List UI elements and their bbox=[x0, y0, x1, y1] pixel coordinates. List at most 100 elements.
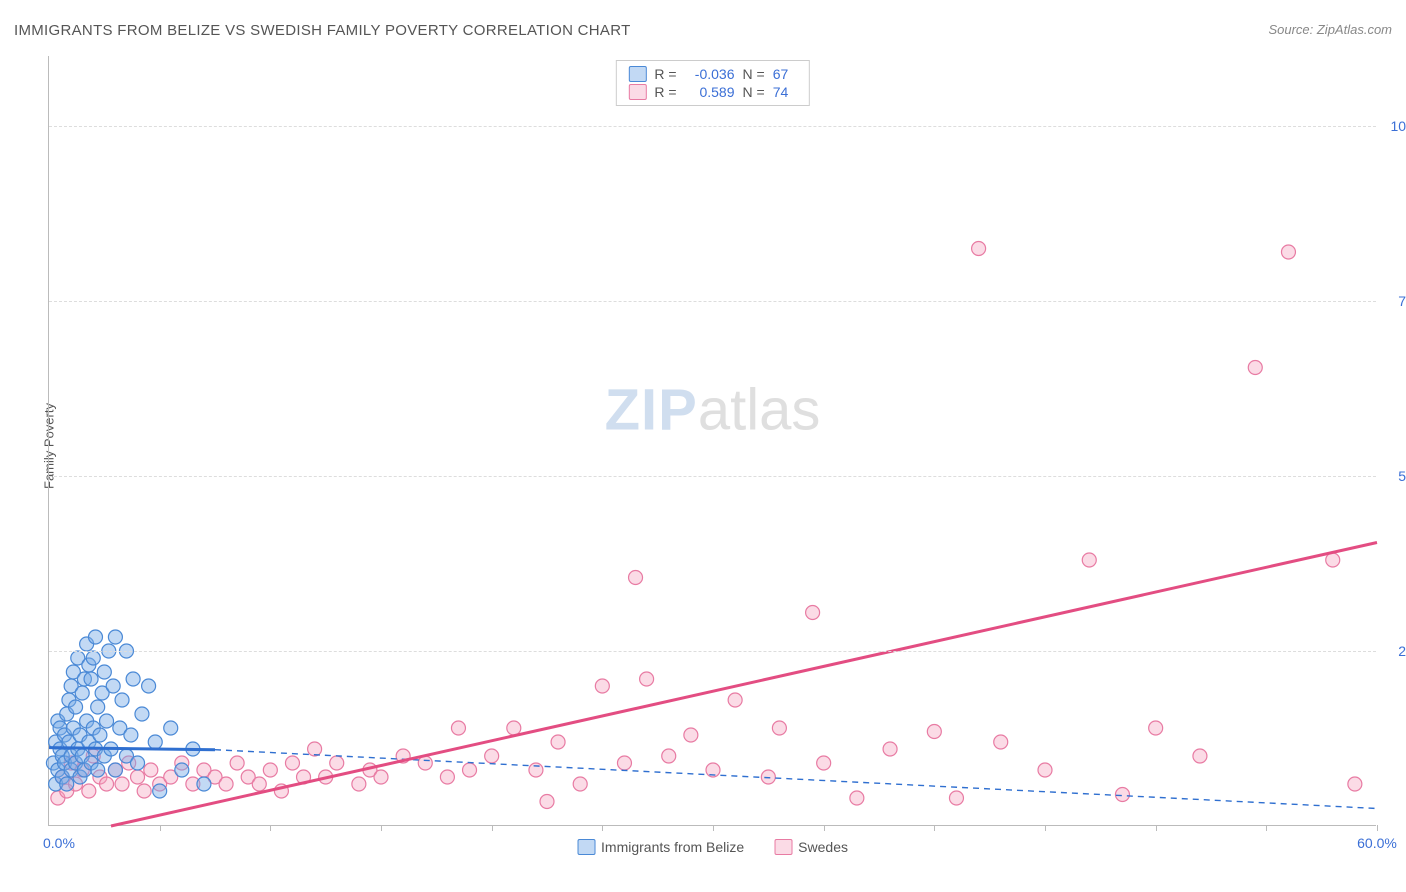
scatter-point-swedes bbox=[485, 749, 499, 763]
scatter-point-swedes bbox=[131, 770, 145, 784]
scatter-point-belize bbox=[153, 784, 167, 798]
scatter-point-swedes bbox=[230, 756, 244, 770]
xtick bbox=[1156, 825, 1157, 831]
scatter-point-swedes bbox=[728, 693, 742, 707]
scatter-point-swedes bbox=[1281, 245, 1295, 259]
ytick-label: 75.0% bbox=[1382, 293, 1406, 309]
scatter-point-swedes bbox=[115, 777, 129, 791]
scatter-point-swedes bbox=[374, 770, 388, 784]
legend-label-belize: Immigrants from Belize bbox=[601, 839, 744, 855]
scatter-point-swedes bbox=[463, 763, 477, 777]
xtick bbox=[602, 825, 603, 831]
trend-solid-swedes bbox=[111, 543, 1377, 827]
scatter-point-swedes bbox=[772, 721, 786, 735]
scatter-point-swedes bbox=[684, 728, 698, 742]
scatter-point-belize bbox=[115, 693, 129, 707]
scatter-point-belize bbox=[135, 707, 149, 721]
scatter-point-swedes bbox=[1193, 749, 1207, 763]
scatter-point-swedes bbox=[263, 763, 277, 777]
scatter-point-swedes bbox=[144, 763, 158, 777]
scatter-point-belize bbox=[148, 735, 162, 749]
scatter-point-belize bbox=[142, 679, 156, 693]
scatter-point-swedes bbox=[1326, 553, 1340, 567]
scatter-point-swedes bbox=[100, 777, 114, 791]
xtick bbox=[1377, 825, 1378, 831]
xtick bbox=[160, 825, 161, 831]
xtick bbox=[492, 825, 493, 831]
scatter-point-swedes bbox=[883, 742, 897, 756]
xtick bbox=[713, 825, 714, 831]
trend-solid-belize bbox=[49, 748, 215, 750]
scatter-point-swedes bbox=[662, 749, 676, 763]
ytick-label: 50.0% bbox=[1382, 468, 1406, 484]
source-label: Source: ZipAtlas.com bbox=[1268, 22, 1392, 37]
scatter-point-belize bbox=[75, 686, 89, 700]
xtick-label: 60.0% bbox=[1357, 835, 1397, 851]
scatter-point-swedes bbox=[817, 756, 831, 770]
scatter-point-swedes bbox=[252, 777, 266, 791]
ytick-label: 100.0% bbox=[1382, 118, 1406, 134]
xtick bbox=[824, 825, 825, 831]
scatter-point-swedes bbox=[994, 735, 1008, 749]
scatter-point-swedes bbox=[949, 791, 963, 805]
scatter-point-belize bbox=[60, 777, 74, 791]
scatter-point-swedes bbox=[219, 777, 233, 791]
chart-title: IMMIGRANTS FROM BELIZE VS SWEDISH FAMILY… bbox=[14, 22, 631, 39]
swatch-swedes bbox=[774, 839, 792, 855]
scatter-point-swedes bbox=[507, 721, 521, 735]
scatter-point-swedes bbox=[529, 763, 543, 777]
xtick bbox=[1266, 825, 1267, 831]
scatter-point-belize bbox=[93, 728, 107, 742]
scatter-point-belize bbox=[69, 700, 83, 714]
scatter-point-swedes bbox=[540, 795, 554, 809]
scatter-point-swedes bbox=[1248, 361, 1262, 375]
scatter-point-swedes bbox=[1038, 763, 1052, 777]
xtick bbox=[1045, 825, 1046, 831]
scatter-point-swedes bbox=[1149, 721, 1163, 735]
scatter-point-swedes bbox=[440, 770, 454, 784]
scatter-point-belize bbox=[131, 756, 145, 770]
ytick-label: 25.0% bbox=[1382, 643, 1406, 659]
scatter-point-belize bbox=[126, 672, 140, 686]
gridline bbox=[49, 126, 1376, 127]
scatter-point-swedes bbox=[927, 725, 941, 739]
scatter-point-swedes bbox=[330, 756, 344, 770]
scatter-point-belize bbox=[175, 763, 189, 777]
scatter-point-swedes bbox=[137, 784, 151, 798]
scatter-point-belize bbox=[100, 714, 114, 728]
xtick bbox=[270, 825, 271, 831]
scatter-point-swedes bbox=[640, 672, 654, 686]
xtick bbox=[381, 825, 382, 831]
scatter-point-belize bbox=[91, 763, 105, 777]
gridline bbox=[49, 301, 1376, 302]
scatter-point-belize bbox=[86, 651, 100, 665]
scatter-point-belize bbox=[91, 700, 105, 714]
scatter-point-swedes bbox=[1115, 788, 1129, 802]
scatter-point-swedes bbox=[806, 606, 820, 620]
origin-tick-label: 0.0% bbox=[43, 835, 75, 851]
plot-svg bbox=[49, 56, 1376, 825]
scatter-point-belize bbox=[106, 679, 120, 693]
scatter-point-belize bbox=[197, 777, 211, 791]
gridline bbox=[49, 651, 1376, 652]
scatter-point-swedes bbox=[629, 571, 643, 585]
scatter-point-swedes bbox=[451, 721, 465, 735]
bottom-legend: Immigrants from Belize Swedes bbox=[577, 839, 848, 855]
scatter-point-swedes bbox=[551, 735, 565, 749]
scatter-point-swedes bbox=[972, 242, 986, 256]
scatter-point-belize bbox=[108, 630, 122, 644]
swatch-belize bbox=[577, 839, 595, 855]
scatter-point-swedes bbox=[573, 777, 587, 791]
plot-area: ZIPatlas R = -0.036 N = 67 R = 0.589 N =… bbox=[48, 56, 1376, 826]
scatter-point-swedes bbox=[1348, 777, 1362, 791]
scatter-point-swedes bbox=[850, 791, 864, 805]
scatter-point-swedes bbox=[285, 756, 299, 770]
scatter-point-belize bbox=[108, 763, 122, 777]
scatter-point-swedes bbox=[308, 742, 322, 756]
scatter-point-belize bbox=[84, 672, 98, 686]
scatter-point-swedes bbox=[595, 679, 609, 693]
scatter-point-swedes bbox=[1082, 553, 1096, 567]
scatter-point-belize bbox=[124, 728, 138, 742]
scatter-point-swedes bbox=[617, 756, 631, 770]
scatter-point-swedes bbox=[82, 784, 96, 798]
